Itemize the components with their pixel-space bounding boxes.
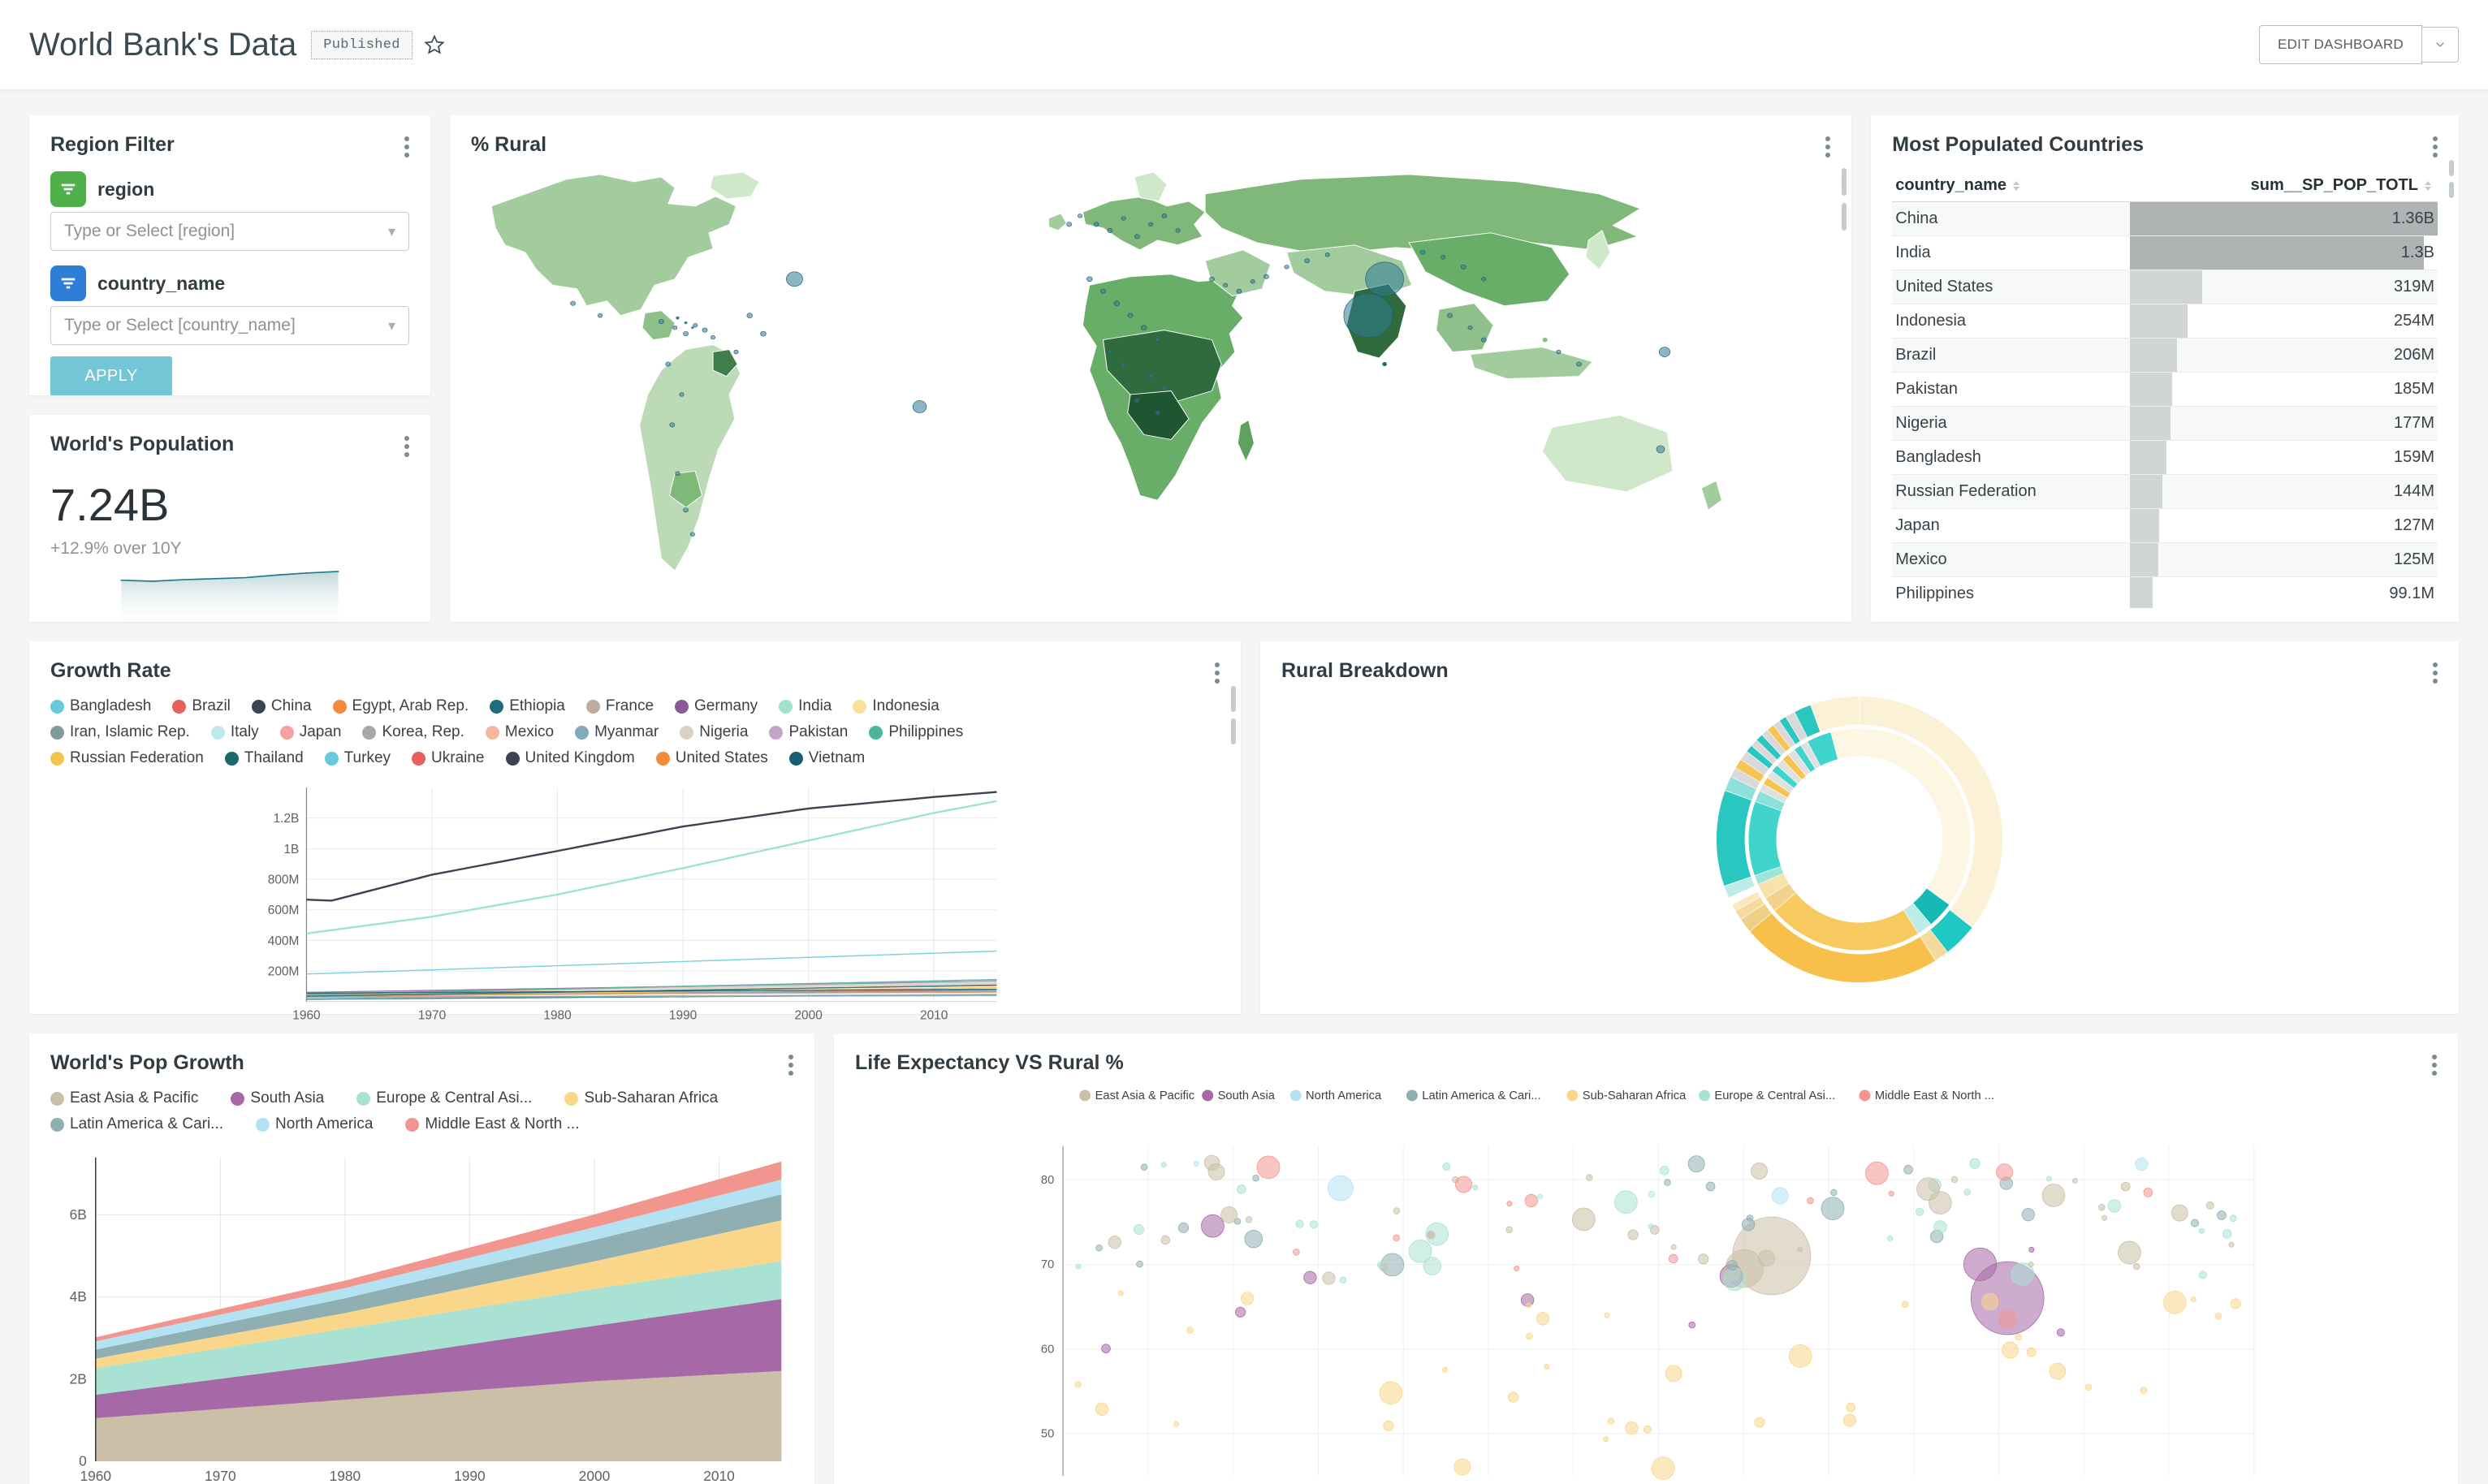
svg-text:2010: 2010: [920, 1009, 948, 1023]
svg-text:1990: 1990: [669, 1009, 697, 1023]
svg-text:80: 80: [1041, 1174, 1054, 1187]
svg-text:50: 50: [1041, 1428, 1054, 1441]
svg-text:South Asia: South Asia: [1218, 1089, 1276, 1102]
svg-text:Sub-Saharan Africa: Sub-Saharan Africa: [1583, 1089, 1687, 1102]
svg-text:Middle East & North ...: Middle East & North ...: [1875, 1089, 1994, 1102]
svg-text:4B: 4B: [70, 1288, 87, 1305]
svg-text:400M: 400M: [268, 934, 300, 948]
svg-text:2010: 2010: [703, 1468, 735, 1484]
svg-text:North America: North America: [1306, 1089, 1382, 1102]
svg-text:1970: 1970: [205, 1468, 236, 1484]
svg-text:1B: 1B: [283, 843, 299, 856]
svg-text:70: 70: [1041, 1258, 1054, 1271]
svg-text:6B: 6B: [70, 1206, 87, 1223]
svg-text:1990: 1990: [454, 1468, 486, 1484]
svg-text:200M: 200M: [268, 965, 300, 979]
svg-text:Latin America & Cari...: Latin America & Cari...: [1422, 1089, 1540, 1102]
svg-text:1960: 1960: [80, 1468, 111, 1484]
svg-text:1960: 1960: [292, 1009, 320, 1023]
svg-text:1980: 1980: [543, 1009, 571, 1023]
svg-text:0: 0: [79, 1453, 87, 1469]
svg-text:600M: 600M: [268, 904, 300, 917]
svg-text:2B: 2B: [70, 1370, 87, 1387]
svg-text:1980: 1980: [330, 1468, 361, 1484]
svg-text:2000: 2000: [579, 1468, 611, 1484]
svg-text:Europe & Central Asi...: Europe & Central Asi...: [1714, 1089, 1835, 1102]
svg-text:East Asia & Pacific: East Asia & Pacific: [1095, 1089, 1195, 1102]
svg-text:1970: 1970: [418, 1009, 446, 1023]
svg-text:60: 60: [1041, 1343, 1054, 1356]
svg-text:800M: 800M: [268, 874, 300, 887]
svg-text:1.2B: 1.2B: [274, 812, 300, 826]
svg-text:2000: 2000: [794, 1009, 822, 1023]
